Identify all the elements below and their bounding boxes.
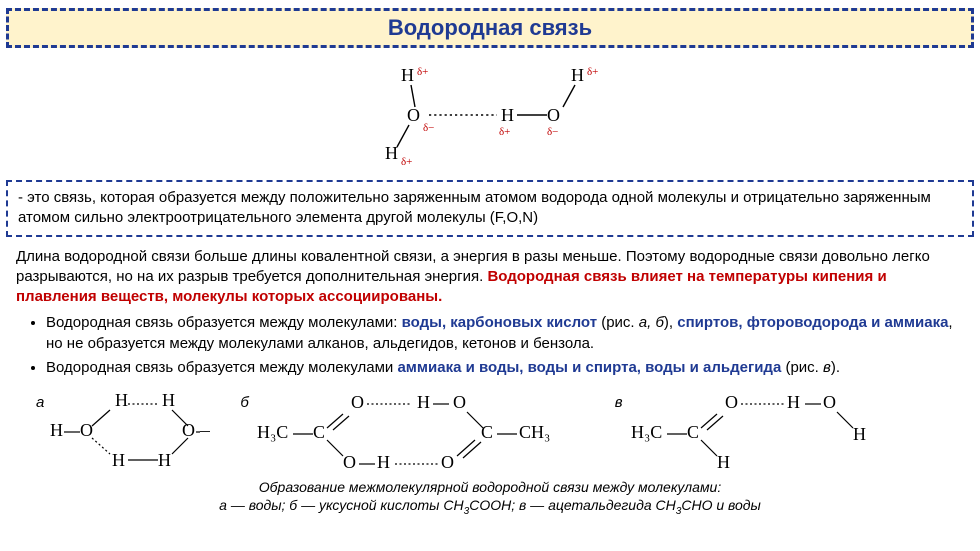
fig-v-diagram: O H O H H₃C C H (629, 392, 889, 470)
atom: C (481, 422, 493, 442)
b1-lead: Водородная связь образуется между молеку… (46, 314, 402, 331)
atom: O (725, 392, 738, 412)
atom: H (158, 450, 171, 470)
caption-l2c: CHO и воды (681, 497, 761, 513)
atom: H₃C (631, 422, 662, 442)
atom: H (162, 392, 175, 410)
bond (701, 414, 717, 428)
bond (837, 412, 853, 428)
atom-H: H (501, 105, 514, 125)
atom: O (343, 452, 356, 470)
atom-H: H (385, 143, 398, 163)
bond (172, 438, 188, 454)
delta-minus: δ− (547, 126, 558, 138)
caption-l2b: COOH; в — ацетальдегида CH (469, 497, 676, 513)
caption-l1: Образование межмолекулярной водородной с… (259, 479, 721, 495)
figure-b: б O H O H₃C C C CH₃ O H O (240, 392, 584, 470)
figure-caption: Образование межмолекулярной водородной с… (6, 474, 974, 518)
h-bond (92, 438, 110, 454)
bond (327, 414, 343, 428)
atom-O: O (547, 105, 560, 125)
atom: O (441, 452, 454, 470)
atom-H: H (571, 65, 584, 85)
atom: O (182, 420, 195, 440)
atom: H (115, 392, 128, 410)
fig-a-diagram: H H H O O —H H H (50, 392, 210, 470)
delta-minus: δ− (423, 122, 434, 134)
bond-line (411, 85, 415, 107)
bullet-2: Водородная связь образуется между молеку… (46, 358, 964, 378)
atom: CH₃ (519, 422, 550, 442)
delta-plus: δ+ (587, 66, 598, 78)
delta-plus: δ+ (499, 126, 510, 138)
bullet-1: Водородная связь образуется между молеку… (46, 313, 964, 354)
atom: H (787, 392, 800, 412)
b1-blue2: спиртов, фтороводорода и аммиака (677, 314, 948, 331)
bond (707, 416, 723, 430)
title-banner: Водородная связь (6, 8, 974, 48)
fig-v-label: в (615, 394, 623, 411)
atom: H (717, 452, 730, 470)
figures-row: а H H H O O —H H H б O H O (6, 382, 974, 474)
atom: C (687, 422, 699, 442)
bullet-list: Водородная связь образуется между молеку… (16, 313, 964, 378)
atom: O (453, 392, 466, 412)
bond-line (563, 85, 575, 107)
paragraph-energy: Длина водородной связи больше длины кова… (16, 247, 964, 308)
bond (333, 416, 349, 430)
atom: O (80, 420, 93, 440)
atom: C (313, 422, 325, 442)
delta-plus: δ+ (401, 156, 412, 168)
bond (327, 440, 343, 456)
atom: O (351, 392, 364, 412)
hydrogen-bond-diagram: H δ+ O δ− H δ+ H δ+ O δ− H δ+ (345, 59, 635, 169)
definition-box: - это связь, которая образуется между по… (6, 180, 974, 237)
atom: H (377, 452, 390, 470)
bond-line (397, 125, 409, 147)
page-title: Водородная связь (388, 15, 592, 40)
atom-O: O (407, 105, 420, 125)
b2-close: ). (831, 359, 840, 376)
atom: H (853, 424, 866, 444)
fig-b-diagram: O H O H₃C C C CH₃ O H O (255, 392, 585, 470)
atom: —H (199, 420, 210, 440)
atom: H (417, 392, 430, 412)
b1-mid1: (рис. (597, 314, 639, 331)
body-section: Длина водородной связи больше длины кова… (6, 247, 974, 379)
atom-H: H (401, 65, 414, 85)
atom: H (112, 450, 125, 470)
bond (457, 440, 475, 456)
bond (701, 440, 717, 456)
caption-l2a: а — воды; б — уксусной кислоты CH (219, 497, 463, 513)
bond (463, 442, 481, 458)
bond (92, 410, 110, 426)
b2-blue: аммиака и воды, воды и спирта, воды и ал… (397, 359, 781, 376)
b1-mid2: ), (664, 314, 677, 331)
fig-a-label: а (36, 394, 44, 411)
b1-blue1: воды, карбоновых кислот (402, 314, 597, 331)
delta-plus: δ+ (417, 66, 428, 78)
b2-end: (рис. (781, 359, 823, 376)
b2-lead: Водородная связь образуется между молеку… (46, 359, 397, 376)
main-diagram-area: H δ+ O δ− H δ+ H δ+ O δ− H δ+ (6, 54, 974, 174)
b2-ital: в (823, 359, 831, 376)
atom: H₃C (257, 422, 288, 442)
figure-v: в O H O H H₃C C H (615, 392, 889, 470)
definition-text: - это связь, которая образуется между по… (18, 189, 931, 226)
atom: O (823, 392, 836, 412)
b1-ital: а, б (639, 314, 664, 331)
figure-a: а H H H O O —H H H (36, 392, 210, 470)
atom: H (50, 420, 63, 440)
fig-b-label: б (240, 394, 248, 411)
